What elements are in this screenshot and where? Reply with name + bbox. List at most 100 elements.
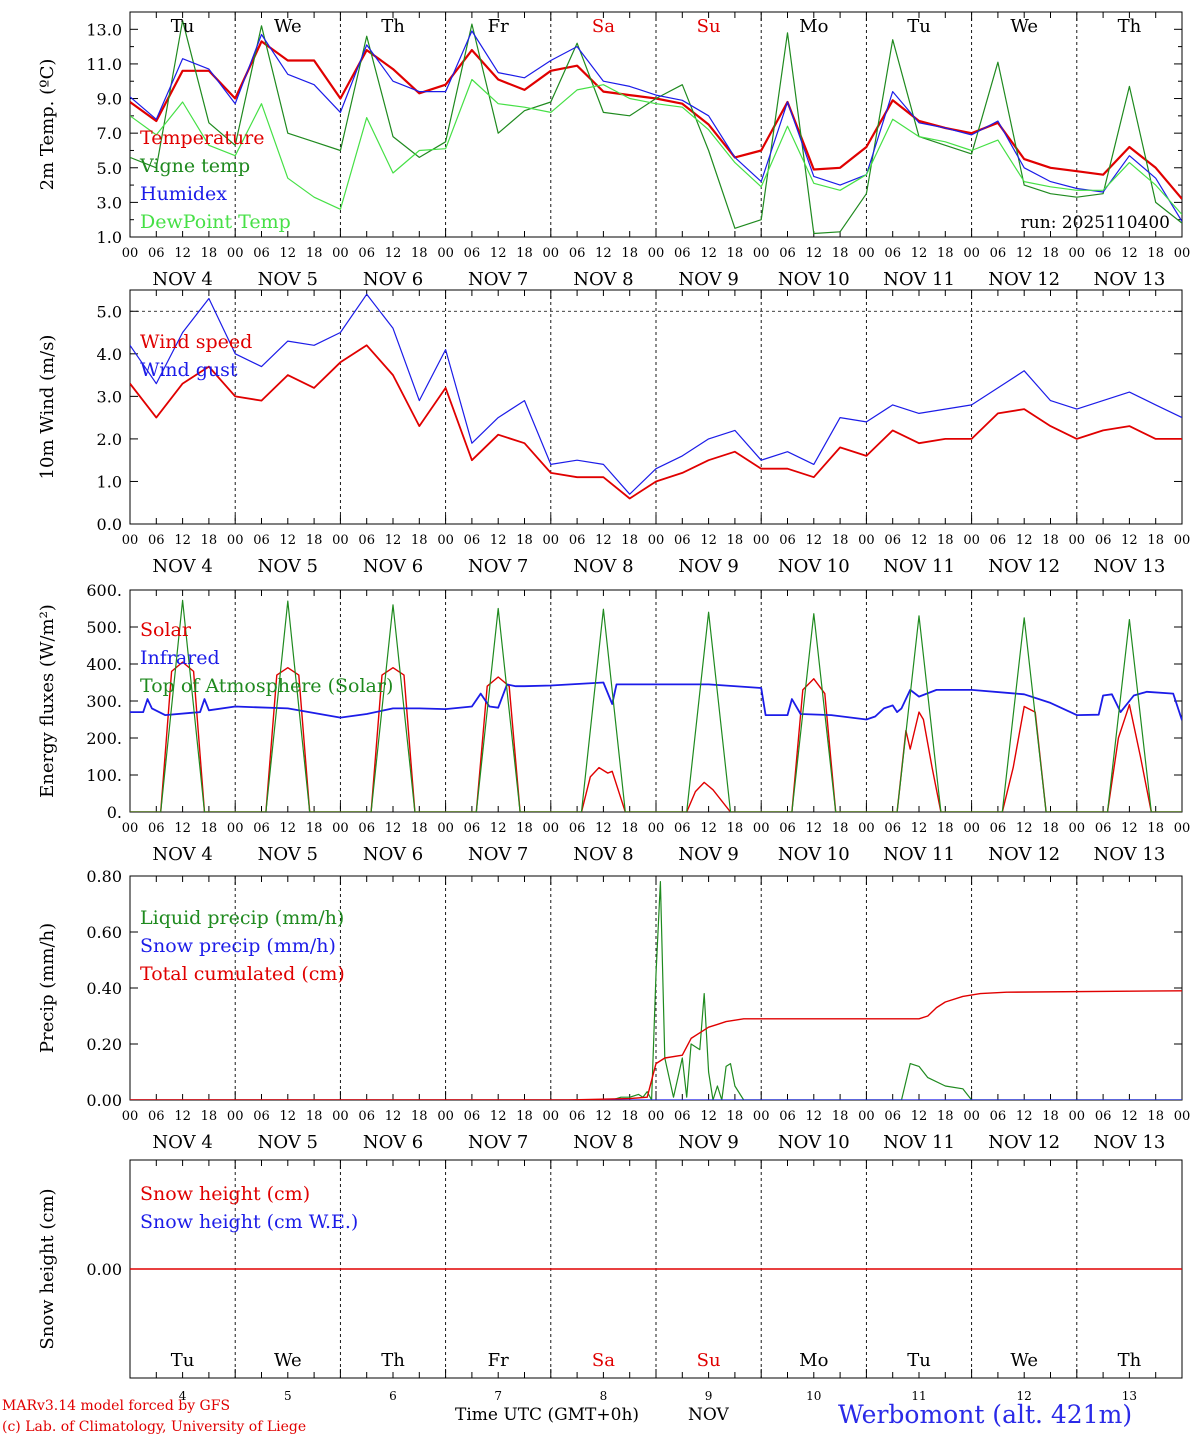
hour-tick-label: 12 [1121,1109,1138,1124]
day-number-label: 9 [705,1389,713,1403]
weekday-label: Fr [488,1350,509,1371]
y-tick-label: 1.0 [97,472,122,491]
hour-tick-label: 12 [385,533,402,548]
hour-tick-label: 18 [832,1109,849,1124]
weekday-label: Su [697,16,721,37]
hour-tick-label: 06 [1095,821,1112,836]
legend-temperature: Temperature [140,127,264,149]
hour-tick-label: 00 [437,246,454,261]
hour-tick-label: 12 [174,821,191,836]
hour-tick-label: 06 [569,1109,586,1124]
hour-tick-label: 18 [201,533,218,548]
hour-tick-label: 12 [174,246,191,261]
hour-tick-label: 00 [753,533,770,548]
y-tick-label: 0.0 [97,515,122,534]
date-label: NOV 9 [678,844,738,865]
day-number-label: 7 [494,1389,502,1403]
series-line-wind-gust [130,293,1182,495]
hour-tick-label: 06 [1095,246,1112,261]
hour-tick-label: 18 [621,533,638,548]
hour-tick-label: 18 [306,1109,323,1124]
panel-wind: 0.0 1.0 2.0 3.0 4.0 5.0 10m Wind (m/s) Wind spe… [37,289,1190,577]
hour-tick-label: 12 [806,246,823,261]
hour-tick-label: 18 [832,821,849,836]
hour-tick-label: 06 [990,1109,1007,1124]
date-label: NOV 7 [468,844,528,865]
hour-tick-label: 18 [411,533,428,548]
panel-energy: 0. 100. 200. 300. 400. 500. 600. Energy fluxes … [37,581,1190,865]
date-label: NOV 6 [363,1132,423,1153]
date-label: NOV 6 [363,556,423,577]
hour-tick-label: 12 [490,821,507,836]
weekday-label: Mo [799,16,828,37]
hour-tick-label: 00 [963,821,980,836]
hour-tick-label: 18 [727,821,744,836]
hour-tick-label: 12 [1016,533,1033,548]
day-number-label: 6 [389,1389,397,1403]
series-line-top-of-atmosphere-solar- [130,599,1182,812]
hour-tick-label: 00 [1069,821,1086,836]
date-label: NOV 5 [258,1132,318,1153]
legend-snow-height-cm-: Snow height (cm) [140,1183,310,1205]
legend-infrared: Infrared [140,647,220,669]
date-label: NOV 4 [152,1132,212,1153]
hour-tick-label: 12 [595,821,612,836]
date-label: NOV 6 [363,844,423,865]
hour-tick-label: 00 [227,533,244,548]
hour-tick-label: 12 [700,1109,717,1124]
hour-tick-label: 06 [253,821,270,836]
hour-tick-label: 06 [148,246,165,261]
y-tick-label: 200. [86,729,122,748]
hour-tick-label: 06 [464,533,481,548]
hour-tick-label: 00 [858,1109,875,1124]
hour-tick-label: 00 [122,246,139,261]
series-line-total-cumulated-cm- [130,990,1182,1100]
hour-tick-label: 06 [779,1109,796,1124]
hour-tick-label: 12 [280,821,297,836]
date-label: NOV 10 [778,269,850,290]
legend-snow-height-cm-w-e-: Snow height (cm W.E.) [140,1211,358,1233]
date-label: NOV 4 [152,844,212,865]
y-axis-title: Energy fluxes (W/m²) [37,604,58,798]
legend-top-of-atmosphere-solar-: Top of Atmosphere (Solar) [140,675,393,697]
time-axis-title: Time UTC (GMT+0h) [455,1405,640,1425]
hour-tick-label: 06 [358,821,375,836]
date-label: NOV 10 [778,844,850,865]
date-label: NOV 5 [258,844,318,865]
date-label: NOV 5 [258,556,318,577]
hour-tick-label: 12 [490,533,507,548]
y-axis-title: Snow height (cm) [37,1188,58,1349]
y-tick-label: 3.0 [97,387,122,406]
hour-tick-label: 18 [1042,533,1059,548]
hour-tick-label: 18 [306,821,323,836]
date-label: NOV 7 [468,1132,528,1153]
y-axis-title: 10m Wind (m/s) [37,335,58,480]
hour-tick-label: 12 [700,821,717,836]
hour-tick-label: 00 [543,533,560,548]
hour-tick-label: 00 [332,246,349,261]
hour-tick-label: 12 [385,1109,402,1124]
hour-tick-label: 06 [884,821,901,836]
legend-solar: Solar [140,619,192,641]
hour-tick-label: 00 [1174,1109,1191,1124]
day-number-label: 10 [806,1389,821,1403]
y-tick-label: 0.40 [86,979,122,998]
y-tick-label: 3.0 [97,193,122,212]
date-label: NOV 12 [988,844,1060,865]
panel-snow: 0.00 Snow height (cm) Snow height (cm) Snow… [37,1159,1183,1403]
hour-tick-label: 00 [858,533,875,548]
hour-tick-label: 00 [648,246,665,261]
hour-tick-label: 00 [963,246,980,261]
hour-tick-label: 06 [1095,533,1112,548]
weekday-label: Tu [171,16,195,37]
day-number-label: 5 [284,1389,292,1403]
legend-total-cumulated-cm-: Total cumulated (cm) [140,963,345,985]
hour-tick-label: 00 [1069,246,1086,261]
hour-tick-label: 12 [490,246,507,261]
hour-tick-label: 06 [990,821,1007,836]
date-label: NOV 13 [1093,1132,1165,1153]
date-label: NOV 6 [363,269,423,290]
weekday-label: Th [1118,16,1142,37]
hour-tick-label: 18 [1042,246,1059,261]
hour-tick-label: 06 [990,533,1007,548]
